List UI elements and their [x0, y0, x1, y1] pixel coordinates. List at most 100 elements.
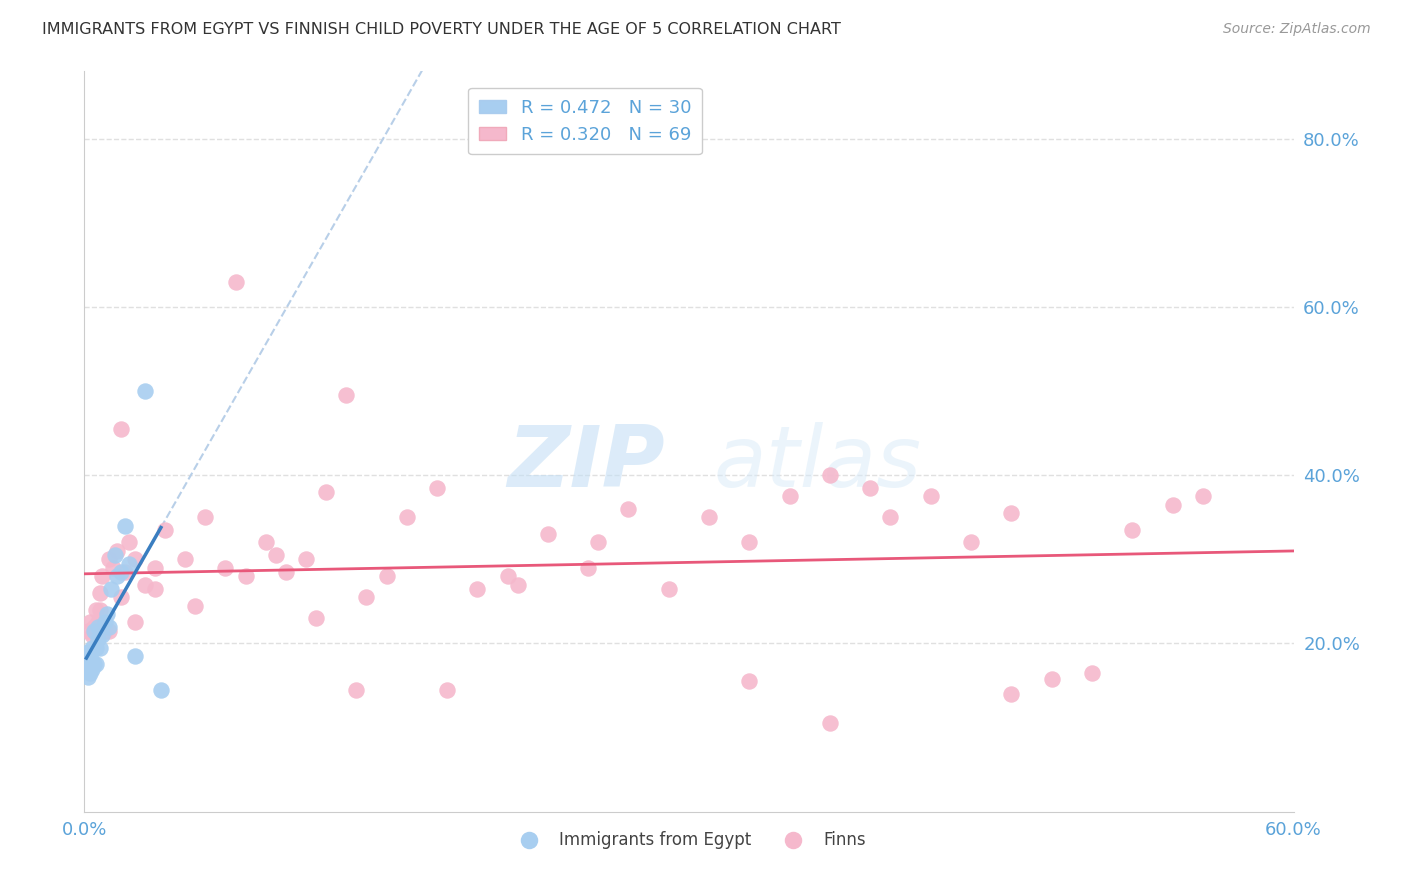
Point [96, 607, 118, 621]
Point [97, 552, 120, 566]
Point [738, 674, 761, 689]
Point [859, 481, 882, 495]
Point [97, 619, 120, 633]
Text: atlas: atlas [713, 422, 921, 505]
Point [920, 489, 942, 503]
Point [184, 599, 207, 613]
Point [79, 657, 101, 672]
Point [114, 518, 136, 533]
Text: ZIP: ZIP [508, 422, 665, 505]
Point [77, 670, 100, 684]
Point [134, 577, 156, 591]
Point [496, 569, 519, 583]
Point [82, 628, 104, 642]
Point [194, 510, 217, 524]
Point [79, 665, 101, 680]
Point [91, 628, 114, 642]
Point [426, 481, 449, 495]
Point [315, 485, 337, 500]
Point [82, 640, 104, 655]
Point [356, 590, 378, 604]
Point [75, 657, 97, 672]
Point [576, 560, 599, 574]
Point [174, 552, 197, 566]
Point [110, 565, 132, 579]
Point [134, 384, 156, 398]
Point [118, 557, 141, 571]
Point [118, 535, 141, 549]
Point [1040, 672, 1063, 686]
Point [89, 586, 111, 600]
Text: Source: ZipAtlas.com: Source: ZipAtlas.com [1223, 22, 1371, 37]
Point [101, 560, 124, 574]
Point [77, 624, 100, 638]
Point [86, 657, 108, 672]
Point [1081, 665, 1104, 680]
Point [697, 510, 720, 524]
Point [124, 649, 146, 664]
Point [254, 535, 277, 549]
Point [305, 611, 328, 625]
Point [617, 501, 640, 516]
Point [93, 615, 115, 630]
Point [395, 510, 418, 524]
Point [375, 569, 398, 583]
Point [89, 603, 111, 617]
Point [91, 569, 114, 583]
Point [77, 657, 100, 672]
Point [149, 682, 172, 697]
Point [114, 565, 136, 579]
Point [83, 657, 105, 672]
Point [295, 552, 318, 566]
Point [335, 388, 357, 402]
Point [143, 582, 166, 596]
Point [75, 649, 97, 664]
Point [818, 716, 841, 731]
Point [79, 649, 101, 664]
Point [124, 615, 146, 630]
Point [1192, 489, 1215, 503]
Point [960, 535, 983, 549]
Point [506, 577, 529, 591]
Point [86, 603, 108, 617]
Point [274, 565, 297, 579]
Point [214, 560, 236, 574]
Point [86, 640, 108, 655]
Point [83, 619, 105, 633]
Point [124, 552, 146, 566]
Point [818, 468, 841, 483]
Point [143, 560, 166, 574]
Point [87, 632, 110, 647]
Point [87, 619, 110, 633]
Point [104, 548, 127, 562]
Point [105, 544, 128, 558]
Point [97, 624, 120, 638]
Point [1121, 523, 1143, 537]
Point [1000, 687, 1022, 701]
Point [537, 527, 560, 541]
Text: IMMIGRANTS FROM EGYPT VS FINNISH CHILD POVERTY UNDER THE AGE OF 5 CORRELATION CH: IMMIGRANTS FROM EGYPT VS FINNISH CHILD P… [42, 22, 841, 37]
Point [82, 662, 104, 676]
Point [89, 640, 111, 655]
Point [77, 645, 100, 659]
Point [153, 523, 176, 537]
Point [264, 548, 287, 562]
Point [225, 275, 247, 289]
Legend: Immigrants from Egypt, Finns: Immigrants from Egypt, Finns [506, 824, 872, 855]
Point [79, 615, 101, 630]
Point [738, 535, 761, 549]
Point [110, 422, 132, 436]
Point [658, 582, 681, 596]
Point [436, 682, 458, 697]
Point [1000, 506, 1022, 520]
Point [879, 510, 901, 524]
Point [779, 489, 801, 503]
Point [83, 624, 105, 638]
Point [346, 682, 368, 697]
Point [105, 569, 128, 583]
Point [93, 624, 115, 638]
Point [83, 624, 105, 638]
Point [1161, 498, 1184, 512]
Point [87, 615, 110, 630]
Point [110, 590, 132, 604]
